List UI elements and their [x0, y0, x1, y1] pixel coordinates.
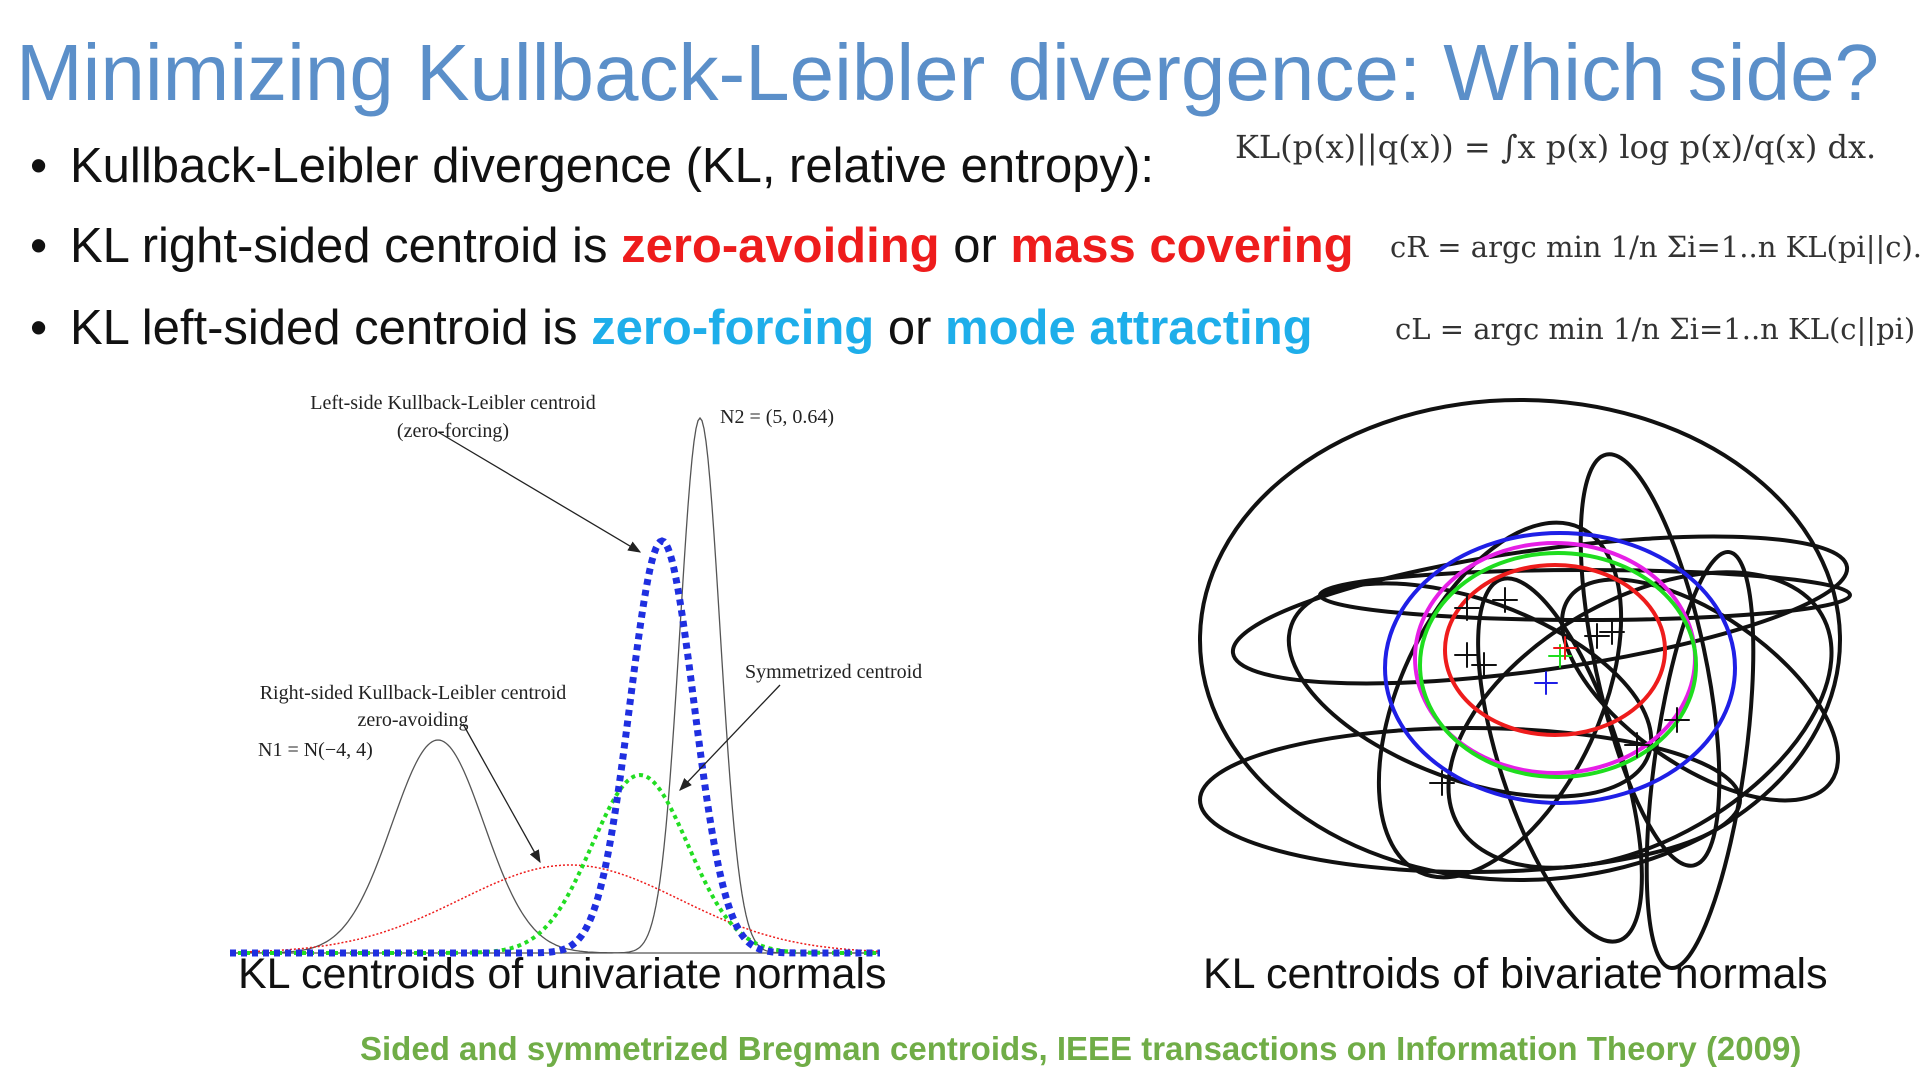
- label-right-centroid-sub: zero-avoiding: [357, 709, 468, 731]
- input-ellipse: [1560, 577, 1840, 803]
- bullet-middle: or: [874, 301, 946, 355]
- citation: Sided and symmetrized Bregman centroids,…: [360, 1030, 1802, 1067]
- plus-marker-red: [1553, 636, 1577, 660]
- input-ellipse: [1578, 452, 1722, 868]
- curve-right-centroid: [229, 864, 880, 954]
- plus-marker: [1454, 595, 1480, 621]
- label-symmetrized: Symmetrized centroid: [745, 661, 922, 683]
- label-n2: N2 = (5, 0.64): [720, 406, 834, 428]
- input-ellipses: [1198, 398, 1852, 971]
- term-zero-avoiding: zero-avoiding: [621, 219, 940, 273]
- input-ellipse: [1198, 398, 1842, 882]
- input-ellipse: [1376, 520, 1624, 880]
- bullet-icon: •: [30, 301, 48, 355]
- curve-symmetrized-centroid: [230, 772, 880, 955]
- input-ellipse: [1476, 576, 1644, 944]
- centroid-ellipse-blue: [1383, 531, 1737, 805]
- formula-kl-definition: KL(p(x)||q(x)) = ∫x p(x) log p(x)/q(x) d…: [1235, 128, 1877, 166]
- plus-marker: [1454, 642, 1480, 668]
- centroid-ellipse-green: [1418, 551, 1698, 779]
- bullet-icon: •: [30, 219, 48, 273]
- arrow-left-centroid: [437, 431, 642, 553]
- plus-marker: [1471, 652, 1497, 678]
- slide-title: Minimizing Kullback-Leibler divergence: …: [16, 28, 1880, 117]
- formula-right-centroid: cR = argc min 1/n Σi=1..n KL(pi||c).: [1390, 230, 1920, 264]
- bullet-prefix: KL right-sided centroid is: [70, 219, 622, 273]
- caption-bivariate: KL centroids of bivariate normals: [1203, 950, 1828, 998]
- input-ellipse: [1446, 570, 1834, 870]
- label-left-centroid-sub: (zero-forcing): [397, 420, 509, 442]
- bullet-middle: or: [939, 219, 1011, 273]
- caption-univariate: KL centroids of univariate normals: [238, 950, 887, 998]
- plus-marker: [1599, 619, 1625, 645]
- arrow-symmetrized: [679, 684, 781, 791]
- label-left-centroid: Left-side Kullback-Leibler centroid: [310, 392, 595, 414]
- plus-marker: [1664, 707, 1690, 733]
- bullet-left-sided-centroid: • KL left-sided centroid is zero-forcing …: [30, 296, 1313, 360]
- term-zero-forcing: zero-forcing: [591, 301, 875, 355]
- input-ellipse: [1644, 549, 1756, 971]
- centroid-markers: [1429, 587, 1690, 796]
- formula-left-centroid: cL = argc min 1/n Σi=1..n KL(c||pi): [1395, 312, 1916, 346]
- bullet-icon: •: [30, 139, 48, 193]
- plus-marker: [1492, 587, 1518, 613]
- arrow-right-centroid: [462, 723, 541, 864]
- label-n1: N1 = N(−4, 4): [258, 739, 373, 761]
- term-mode-attracting: mode attracting: [945, 301, 1313, 355]
- curve-n1-gaussian: [230, 739, 880, 954]
- plus-marker: [1584, 623, 1610, 649]
- curve-left-centroid: [230, 537, 880, 957]
- input-ellipse: [1230, 534, 1850, 686]
- plus-marker: [1624, 732, 1650, 758]
- plus-marker: [1429, 770, 1455, 796]
- bullet-kl-definition: • Kullback-Leibler divergence (KL, relati…: [30, 134, 1154, 198]
- bullet-right-sided-centroid: • KL right-sided centroid is zero-avoidin…: [30, 214, 1354, 278]
- centroid-ellipse-red: [1443, 563, 1667, 737]
- bivariate-figure: [1198, 398, 1852, 971]
- input-ellipse: [1286, 581, 1654, 799]
- univariate-figure: Left-side Kullback-Leibler centroid (zer…: [229, 392, 922, 957]
- plus-marker-blue: [1534, 671, 1558, 695]
- centroid-ellipse-magenta: [1413, 541, 1697, 775]
- label-right-centroid: Right-sided Kullback-Leibler centroid: [260, 682, 567, 704]
- bullet-prefix: KL left-sided centroid is: [70, 301, 592, 355]
- bullet-text: Kullback-Leibler divergence (KL, relativ…: [70, 139, 1154, 193]
- term-mass-covering: mass covering: [1010, 219, 1354, 273]
